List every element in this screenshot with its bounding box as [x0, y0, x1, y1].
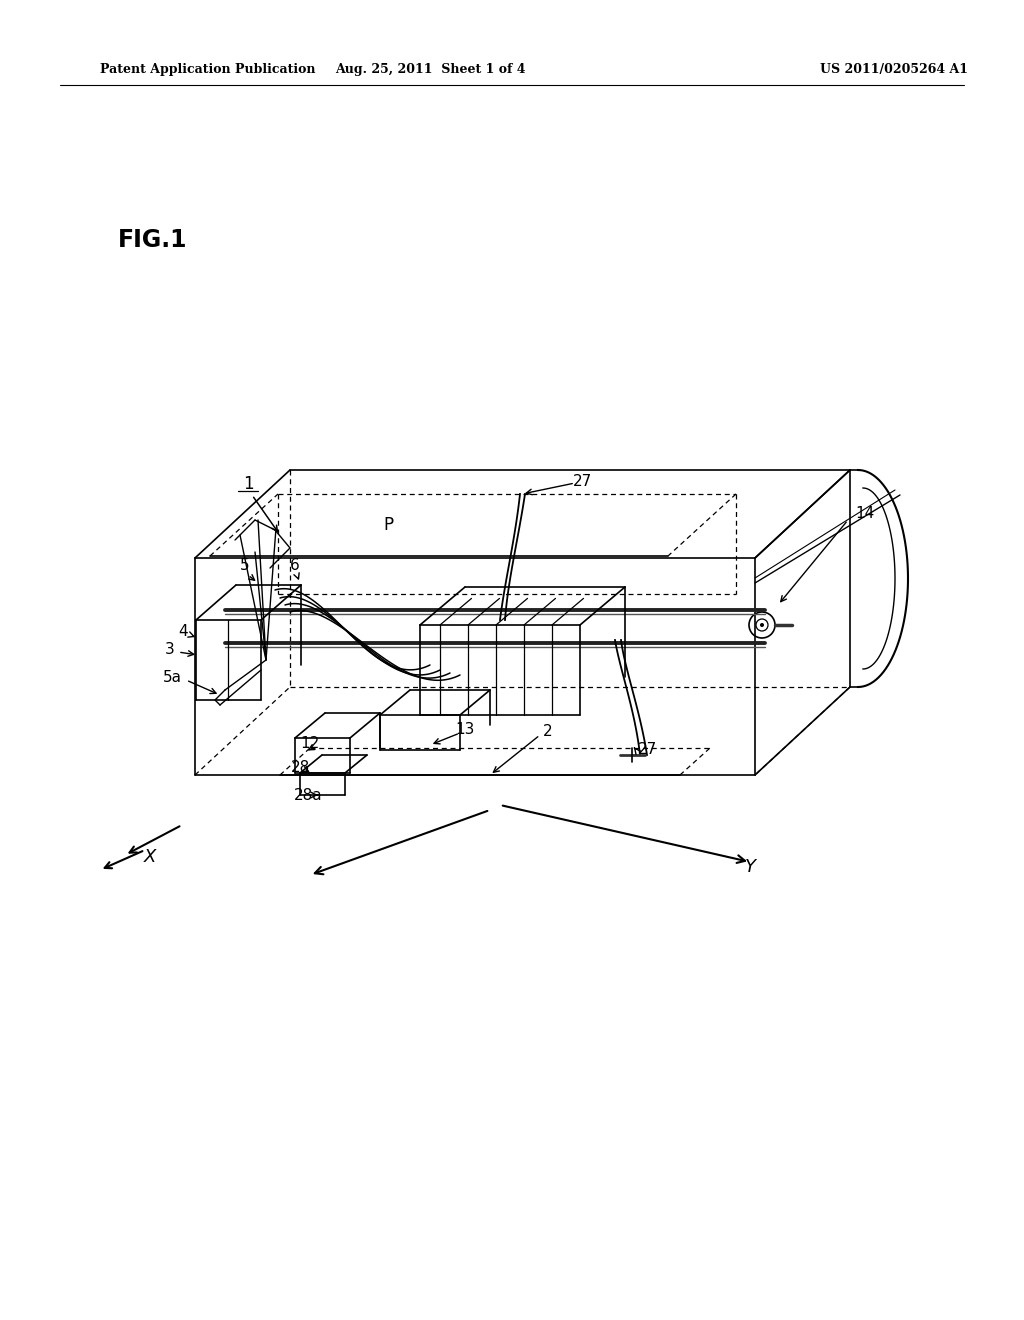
- Text: Patent Application Publication: Patent Application Publication: [100, 63, 315, 77]
- Text: 6: 6: [290, 557, 300, 573]
- Text: 3: 3: [165, 643, 175, 657]
- Text: FIG.1: FIG.1: [118, 228, 187, 252]
- Text: 27: 27: [638, 742, 657, 758]
- Text: 5a: 5a: [163, 671, 182, 685]
- Text: P: P: [383, 516, 393, 535]
- Text: 28: 28: [291, 760, 309, 776]
- Text: 27: 27: [573, 474, 593, 488]
- Text: Y: Y: [744, 858, 756, 876]
- Text: US 2011/0205264 A1: US 2011/0205264 A1: [820, 63, 968, 77]
- Text: 14: 14: [855, 506, 874, 520]
- Circle shape: [760, 623, 764, 627]
- Text: 13: 13: [456, 722, 475, 738]
- Text: 5: 5: [241, 557, 250, 573]
- Text: 2: 2: [543, 725, 553, 739]
- Text: 4: 4: [178, 624, 188, 639]
- Text: 1: 1: [243, 475, 253, 492]
- Text: Aug. 25, 2011  Sheet 1 of 4: Aug. 25, 2011 Sheet 1 of 4: [335, 63, 525, 77]
- Text: X: X: [143, 847, 157, 866]
- Text: 28a: 28a: [294, 788, 323, 803]
- Text: 12: 12: [300, 737, 319, 751]
